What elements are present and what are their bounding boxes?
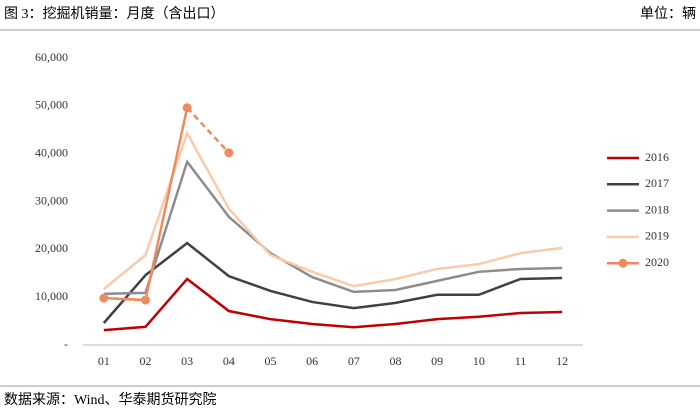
series-line: [102, 241, 563, 324]
y-tick-label: 60,000: [35, 50, 68, 64]
y-tick-label: 30,000: [35, 193, 68, 207]
y-tick-label: 50,000: [35, 98, 68, 112]
legend-label: 2016: [645, 150, 669, 164]
x-tick-label: 03: [181, 354, 193, 368]
series-marker: [141, 295, 150, 305]
x-tick-label: 02: [140, 354, 152, 368]
x-tick-label: 12: [556, 354, 568, 368]
legend-label: 2019: [645, 229, 669, 243]
x-tick-label: 10: [473, 354, 485, 368]
x-tick-label: 09: [431, 354, 443, 368]
legend-label: 2018: [645, 202, 669, 216]
y-tick-label: -: [64, 337, 68, 351]
series-marker: [99, 293, 109, 303]
y-tick-label: 40,000: [35, 145, 68, 159]
series-marker: [182, 103, 192, 113]
x-tick-label: 01: [98, 354, 110, 368]
series-line: [103, 130, 563, 291]
unit-label: 单位：辆: [640, 6, 696, 22]
legend-label: 2020: [645, 255, 669, 269]
legend-marker: [618, 258, 628, 268]
x-tick-label: 07: [348, 354, 360, 368]
x-tick-label: 05: [265, 354, 277, 368]
legend-label: 2017: [645, 176, 669, 190]
x-tick-label: 06: [306, 354, 318, 368]
y-tick-label: 20,000: [35, 241, 68, 255]
series-marker: [224, 148, 234, 158]
y-tick-label: 10,000: [35, 289, 68, 303]
x-tick-label: 08: [390, 354, 402, 368]
source-note: 数据来源：Wind、华泰期货研究院: [4, 391, 217, 408]
series-line: [103, 159, 563, 296]
x-tick-label: 11: [515, 354, 527, 368]
x-tick-label: 04: [223, 354, 235, 368]
series-line: [186, 106, 230, 154]
chart-title: 图 3：挖掘机销量：月度（含出口）: [4, 6, 225, 22]
series-line: [103, 277, 563, 332]
